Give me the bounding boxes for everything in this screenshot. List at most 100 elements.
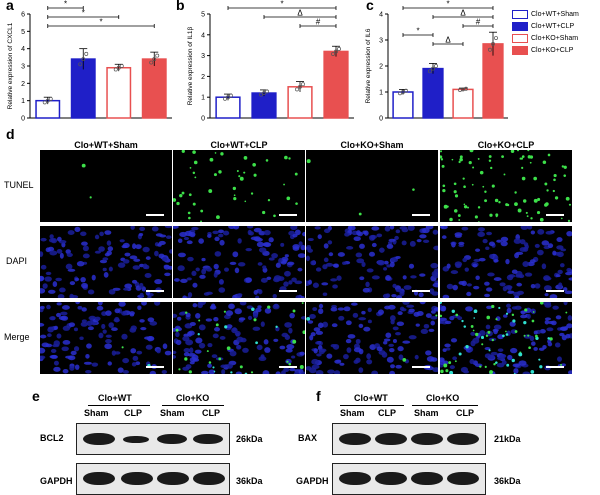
data-point — [262, 91, 266, 95]
blot-band — [375, 472, 407, 485]
scale-bar — [279, 290, 297, 292]
legend-swatch — [512, 10, 528, 19]
data-point — [334, 49, 338, 54]
scale-bar — [412, 366, 430, 368]
micrograph-panel — [306, 226, 438, 298]
legend-item: Clo+WT+Sham — [512, 10, 600, 19]
data-point — [265, 89, 269, 94]
blot-band — [339, 472, 371, 485]
data-point — [78, 62, 83, 67]
micrograph-panel — [40, 226, 172, 298]
scale-bar — [279, 214, 297, 216]
y-tick-label: 0 — [379, 116, 383, 123]
wb-lane-label: CLP — [202, 408, 220, 418]
y-tick-label: 5 — [21, 29, 25, 36]
blot-band — [447, 472, 479, 485]
micrograph-panel — [40, 302, 172, 374]
significance-label: * — [280, 0, 283, 9]
wb-group-label: Clo+WT — [98, 393, 132, 403]
legend-item: Clo+KO+Sham — [512, 34, 600, 43]
scale-bar — [412, 214, 430, 216]
scale-bar — [546, 214, 564, 216]
significance-label: # — [316, 18, 321, 27]
y-tick-label: 1 — [379, 90, 383, 97]
y-tick-label: 2 — [379, 64, 383, 71]
scale-bar — [146, 214, 164, 216]
significance-label: Δ — [445, 36, 451, 45]
scale-bar — [146, 366, 164, 368]
data-point — [434, 64, 438, 68]
micro-col-title: Clo+WT+CLP — [210, 140, 268, 150]
wb-lane-label: Sham — [160, 408, 185, 418]
y-tick-label: 4 — [379, 12, 383, 19]
micro-row-label: TUNEL — [4, 180, 34, 190]
data-point — [113, 67, 118, 72]
micrograph-image — [40, 302, 172, 374]
wb-protein-label: BAX — [298, 433, 318, 443]
legend-swatch — [512, 46, 528, 55]
micro-row-label: DAPI — [6, 256, 28, 266]
data-point — [259, 92, 263, 97]
wb-protein-label: GAPDH — [296, 476, 329, 486]
micrograph-panel — [173, 150, 305, 222]
panel-letter-c: c — [366, 0, 374, 13]
scale-bar — [412, 290, 430, 292]
data-point — [155, 53, 160, 58]
data-point — [301, 82, 305, 87]
micrograph-image — [40, 226, 172, 298]
blot-band — [375, 433, 407, 445]
y-tick-label: 0 — [201, 116, 205, 123]
bar — [323, 50, 349, 119]
significance-label: Δ — [460, 9, 466, 18]
wb-group-label: Clo+KO — [176, 393, 210, 403]
panel-letter-d: d — [6, 126, 15, 142]
legend-swatch — [512, 22, 528, 31]
wb-protein-label: GAPDH — [40, 476, 73, 486]
wb-group-label: Clo+WT — [354, 393, 388, 403]
blot-band — [123, 436, 149, 443]
bar-chart-cxcl1: 0 1 2 3 4 5 6 Relative expression of CXCL1 * * * — [7, 0, 172, 123]
data-point — [494, 36, 498, 41]
bar — [106, 66, 132, 119]
wb-lane-label: CLP — [124, 408, 142, 418]
micrograph-panel — [306, 302, 438, 374]
micro-col-title: Clo+WT+Sham — [74, 140, 138, 150]
bar-chart-il1b: 0 1 2 3 4 5 Relative expression of IL1β * Δ # — [187, 0, 354, 123]
data-point — [119, 64, 124, 68]
bar — [141, 58, 167, 119]
micrograph-panel — [440, 150, 572, 222]
legend-label: Clo+KO+Sham — [531, 35, 579, 42]
data-point — [45, 98, 50, 103]
micrograph-image — [306, 159, 415, 216]
blot-strip-gapdh — [76, 463, 230, 495]
micrograph-image — [440, 226, 572, 298]
bar — [452, 88, 474, 119]
wb-lane-label: CLP — [456, 408, 474, 418]
wb-lane-label: CLP — [378, 408, 396, 418]
data-point — [223, 96, 227, 101]
data-point — [331, 52, 335, 56]
data-point — [337, 46, 341, 51]
legend-label: Clo+WT+Sham — [531, 11, 579, 18]
blot-band — [157, 472, 189, 485]
data-point — [229, 93, 233, 98]
blot-strip-bax — [332, 423, 486, 455]
wb-size-label: 26kDa — [236, 434, 263, 444]
y-tick-label: 5 — [201, 12, 205, 19]
wb-size-label: 36kDa — [494, 476, 521, 486]
micrograph-panel — [440, 226, 572, 298]
significance-label: * — [99, 18, 102, 27]
blot-band — [83, 472, 115, 485]
micrograph-image — [440, 150, 572, 222]
data-point — [42, 100, 47, 105]
y-tick-label: 2 — [21, 81, 25, 88]
significance-label: * — [446, 0, 449, 9]
legend-swatch — [512, 34, 528, 43]
micrograph-panel — [173, 226, 305, 298]
wb-size-label: 36kDa — [236, 476, 263, 486]
data-point — [149, 60, 154, 65]
wb-lane-label: Sham — [414, 408, 439, 418]
data-point — [48, 96, 53, 101]
y-tick-label: 1 — [201, 95, 205, 102]
wb-lane-label: Sham — [340, 408, 365, 418]
